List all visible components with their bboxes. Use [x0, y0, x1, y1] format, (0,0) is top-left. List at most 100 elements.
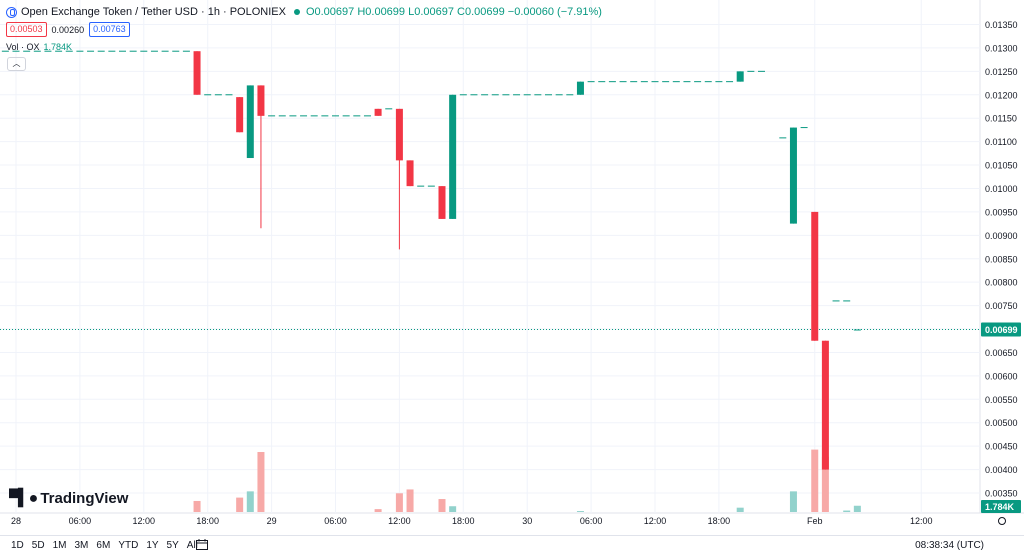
time-tick-label: 12:00: [388, 516, 411, 526]
utc-clock[interactable]: 08:38:34 (UTC): [915, 540, 984, 551]
volume-bar: [449, 506, 457, 512]
candle: [736, 71, 744, 82]
bid-ask: 0.00503 0.00260 0.00763: [6, 22, 130, 37]
time-tick-label: 29: [267, 516, 277, 526]
candle: [193, 51, 201, 95]
price-tick-label: 0.00650: [985, 348, 1018, 358]
volume-legend[interactable]: Vol · OX 1.784K: [6, 42, 72, 52]
time-tick-label: 06:00: [580, 516, 603, 526]
volume-bar: [811, 449, 819, 512]
range-1y[interactable]: 1Y: [146, 540, 159, 551]
ask-price[interactable]: 0.00763: [89, 22, 130, 37]
time-axis[interactable]: 28 06:00 12:00 18:00 29 06:00 12:00 18:00 30 06:0…: [11, 516, 933, 526]
chevron-up-icon: ︿: [12, 59, 21, 68]
bid-price[interactable]: 0.00503: [6, 22, 47, 37]
grid: [0, 0, 1024, 514]
price-tick-label: 0.00600: [985, 371, 1018, 381]
candle: [821, 340, 829, 470]
price-tick-label: 0.00450: [985, 442, 1018, 452]
range-3m[interactable]: 3M: [74, 540, 89, 551]
candle: [438, 186, 446, 219]
candle: [374, 108, 382, 116]
price-tick-label: 0.01250: [985, 67, 1018, 77]
candle: [395, 108, 403, 161]
price-tick-label: 0.01000: [985, 184, 1018, 194]
time-tick-label: Feb: [807, 516, 823, 526]
candle: [576, 81, 584, 95]
time-tick-label: 18:00: [452, 516, 475, 526]
ohlc-values: O0.00697 H0.00699 L0.00697 C0.00699 −0.0…: [305, 6, 602, 18]
volume-bar: [246, 491, 254, 512]
price-tick-label: 0.00850: [985, 254, 1018, 264]
price-tick-label: 0.00350: [985, 489, 1018, 499]
range-6m[interactable]: 6M: [96, 540, 111, 551]
volume-bar: [853, 505, 861, 512]
volume-bar: [257, 452, 265, 512]
tradingview-logo-icon: ▀▍●: [9, 490, 38, 507]
watermark-text: TradingView: [40, 489, 129, 507]
price-tick-label: 0.01050: [985, 161, 1018, 171]
volume-bar: [236, 497, 244, 512]
symbol-title[interactable]: Open Exchange Token / Tether USD · 1h · …: [21, 6, 286, 18]
price-tick-label: 0.01350: [985, 20, 1018, 30]
market-status-icon: [293, 9, 300, 15]
time-tick-label: 18:00: [196, 516, 219, 526]
symbol-logo-icon: [6, 6, 17, 18]
volume-legend-label: Vol · OX: [6, 42, 40, 52]
candle: [236, 97, 244, 133]
price-tick-label: 0.00750: [985, 301, 1018, 311]
volume-bar: [843, 510, 851, 512]
volume-bar: [576, 511, 584, 512]
time-tick-label: 06:00: [69, 516, 92, 526]
range-all[interactable]: All: [186, 540, 198, 551]
price-tick-label: 0.01150: [985, 114, 1017, 124]
candle: [811, 211, 819, 341]
candles: [1, 50, 861, 470]
time-tick-label: 28: [11, 516, 21, 526]
price-axis[interactable]: 0.01350 0.01300 0.01250 0.01200 0.01150 0.011…: [981, 20, 1021, 525]
volume-bar: [736, 507, 744, 512]
range-ytd[interactable]: YTD: [118, 540, 139, 551]
range-1m[interactable]: 1M: [52, 540, 67, 551]
collapse-legend-button[interactable]: ︿: [7, 57, 26, 71]
range-1d[interactable]: 1D: [11, 540, 24, 551]
time-tick-label: 06:00: [324, 516, 347, 526]
price-tick-label: 0.00550: [985, 395, 1018, 405]
time-tick-label: 18:00: [708, 516, 731, 526]
settings-gear-icon[interactable]: [998, 517, 1006, 525]
time-tick-label: 12:00: [910, 516, 933, 526]
bottom-toolbar: 1D 5D 1M 3M 6M YTD 1Y 5Y All 08:38:34 (U…: [0, 535, 1024, 557]
time-tick-label: 12:00: [644, 516, 667, 526]
price-tick-label: 0.01100: [985, 137, 1017, 147]
spread-value: 0.00260: [51, 24, 85, 35]
last-price-badge[interactable]: [981, 322, 1021, 337]
price-tick-label: 0.00500: [985, 418, 1018, 428]
price-tick-label: 0.00800: [985, 278, 1018, 288]
volume-legend-value: 1.784K: [43, 42, 73, 52]
volume-bar: [374, 509, 382, 512]
candle: [257, 85, 265, 116]
volume-bars: [193, 449, 861, 512]
range-5d[interactable]: 5D: [31, 540, 45, 551]
range-buttons: 1D 5D 1M 3M 6M YTD 1Y 5Y All: [11, 540, 206, 551]
candle: [246, 85, 254, 159]
candle: [406, 160, 414, 187]
volume-bar: [821, 456, 829, 512]
calendar-icon[interactable]: [196, 539, 208, 550]
price-tick-label: 0.01200: [985, 90, 1018, 100]
last-volume-label: 1.784K: [985, 502, 1015, 512]
last-volume-badge[interactable]: [981, 500, 1021, 513]
candle: [853, 329, 861, 331]
price-tick-label: 0.01300: [985, 43, 1018, 53]
last-price-label: 0.00699: [985, 325, 1018, 335]
tradingview-watermark: ▀▍● TradingView: [9, 488, 128, 508]
volume-bar: [193, 500, 201, 512]
price-tick-label: 0.00400: [985, 465, 1018, 475]
range-5y[interactable]: 5Y: [166, 540, 179, 551]
volume-bar: [395, 493, 403, 512]
candle: [449, 94, 457, 219]
price-tick-label: 0.00950: [985, 207, 1018, 217]
volume-bar: [438, 499, 446, 512]
price-tick-label: 0.00900: [985, 231, 1018, 241]
